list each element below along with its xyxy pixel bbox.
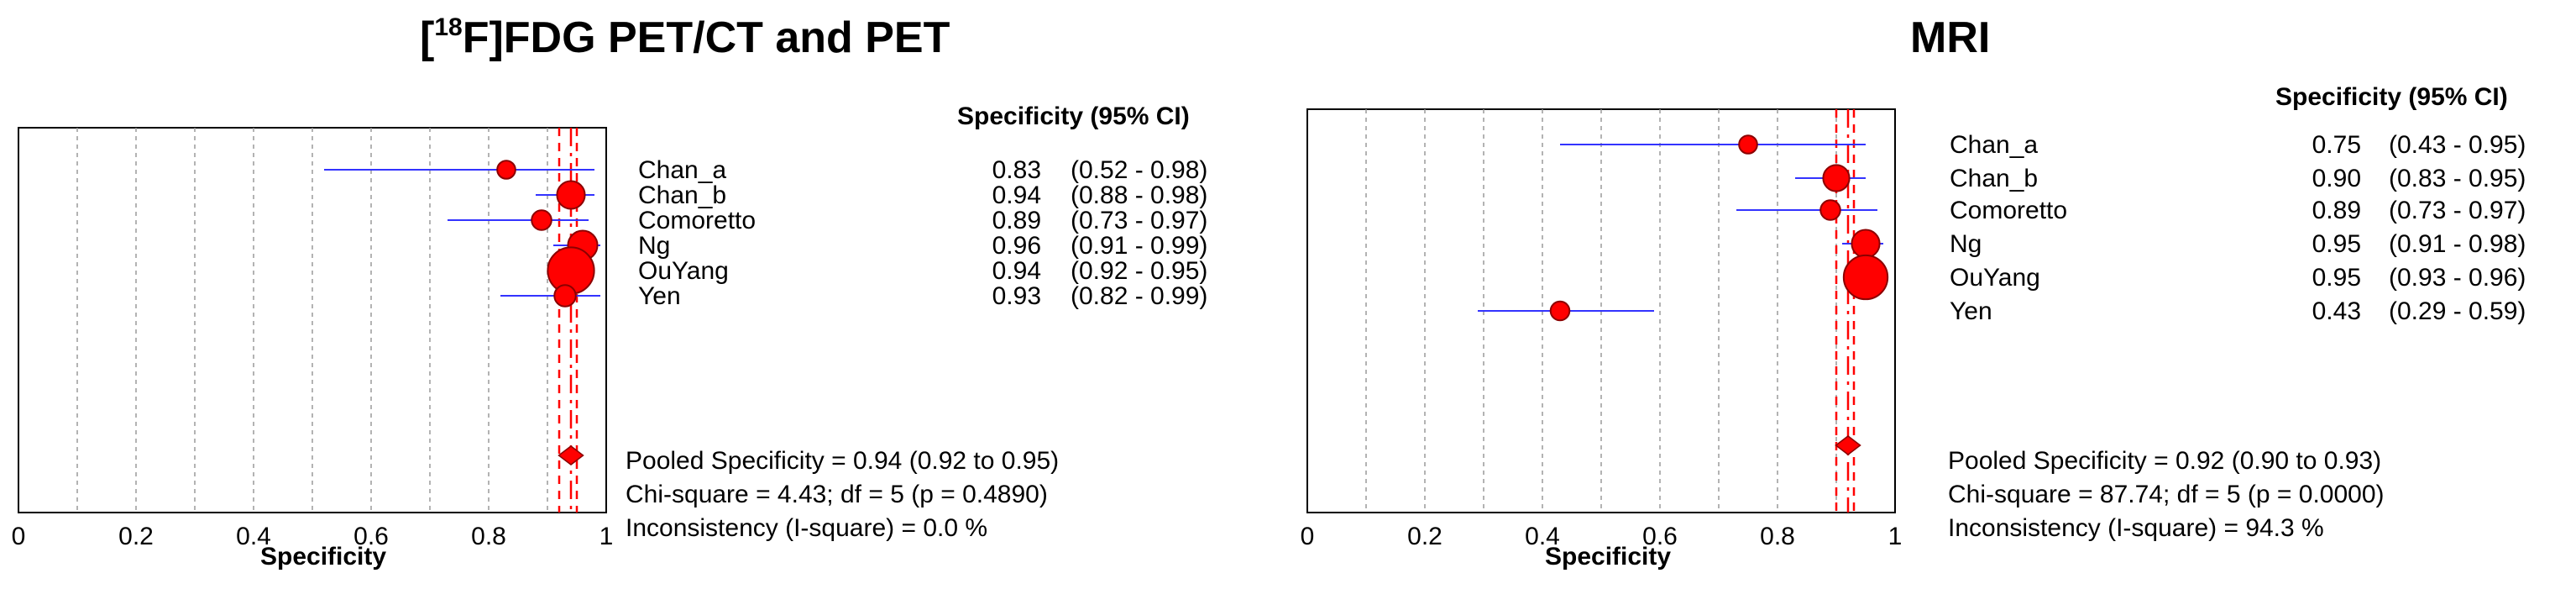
right-stat-chisq: Chi-square = 87.74; df = 5 (p = 0.0000) [1948,481,2385,508]
study-point [1738,134,1758,155]
study-name: Chan_b [1950,165,2038,192]
study-estimate: 0.94 [992,181,1041,209]
x-tick-label: 0.2 [1407,523,1442,550]
study-ci-text: (0.91 - 0.98) [2389,230,2526,258]
left-plot-frame [18,127,607,513]
study-name: Yen [638,282,681,310]
left-table-rows: Chan_a 0.83 (0.52 - 0.98) Chan_b 0.94 (0.88 -… [638,156,1207,310]
right-title: MRI [1910,13,1990,62]
study-ci-text: (0.88 - 0.98) [1071,181,1207,209]
study-point [496,160,516,180]
study-estimate: 0.94 [992,257,1041,285]
study-name: OuYang [638,257,729,285]
x-tick-label: 0 [1301,523,1315,550]
right-stat-isq: Inconsistency (I-square) = 94.3 % [1948,514,2324,542]
study-name: Comoretto [1950,197,2067,224]
right-studies [1478,134,1889,455]
x-tick-label: 0.6 [1642,523,1678,550]
x-tick-label: 0.6 [353,523,389,550]
study-ci-text: (0.29 - 0.59) [2389,297,2526,325]
x-tick-label: 1 [599,523,614,550]
study-estimate: 0.90 [2312,165,2361,192]
right-x-axis-label: Specificity [1545,543,1671,571]
study-estimate: 0.75 [2312,131,2361,159]
left-stat-pooled: Pooled Specificity = 0.94 (0.92 to 0.95) [626,447,1059,475]
left-forest-panel: [18F]FDG PET/CT and PET Specificity (95%… [12,13,1208,571]
x-tick-label: 0.4 [1525,523,1560,550]
study-name: Yen [1950,297,1992,325]
study-ci-text: (0.52 - 0.98) [1071,156,1207,184]
x-tick-label: 0.2 [118,523,154,550]
study-ci-text: (0.43 - 0.95) [2389,131,2526,159]
study-estimate: 0.93 [992,282,1041,310]
study-name: Ng [638,232,670,260]
right-table-rows: Chan_a 0.75 (0.43 - 0.95) Chan_b 0.90 (0.83 -… [1950,131,2526,325]
left-column-header: Specificity (95% CI) [957,103,1190,130]
study-ci-text: (0.93 - 0.96) [2389,264,2526,292]
study-ci-text: (0.82 - 0.99) [1071,282,1207,310]
right-x-ticks: 0 0.2 0.4 0.6 0.8 1 [1301,523,1903,550]
right-stat-pooled: Pooled Specificity = 0.92 (0.90 to 0.93) [1948,447,2381,475]
study-estimate: 0.89 [2312,197,2361,224]
study-ci-text: (0.73 - 0.97) [2389,197,2526,224]
x-tick-label: 0.4 [236,523,271,550]
study-estimate: 0.95 [2312,230,2361,258]
left-grid [76,128,548,513]
left-title: [18F]FDG PET/CT and PET [420,13,950,62]
left-studies [324,160,600,465]
left-stat-isq: Inconsistency (I-square) = 0.0 % [626,514,987,542]
x-tick-label: 0.8 [1760,523,1795,550]
study-name: Chan_a [1950,131,2038,159]
study-name: Ng [1950,230,1982,258]
left-x-ticks: 0 0.2 0.4 0.6 0.8 1 [12,523,614,550]
study-estimate: 0.83 [992,156,1041,184]
left-x-axis-label: Specificity [260,543,386,571]
study-point [1822,164,1851,192]
left-stat-chisq: Chi-square = 4.43; df = 5 (p = 0.4890) [626,481,1048,508]
study-point [556,180,586,210]
study-point [553,284,577,308]
study-ci-text: (0.73 - 0.97) [1071,207,1207,234]
study-estimate: 0.95 [2312,264,2361,292]
x-tick-label: 0.8 [471,523,506,550]
right-forest-panel: MRI Specificity (95% CI) 0 0.2 0.4 0.6 0.8 1 … [1301,13,2526,571]
study-point [1842,254,1889,301]
study-point [1851,229,1881,259]
study-name: Chan_a [638,156,726,184]
pooled-diamond [1835,435,1861,455]
study-estimate: 0.96 [992,232,1041,260]
pooled-diamond [558,445,584,465]
study-ci-text: (0.83 - 0.95) [2389,165,2526,192]
study-point [531,209,552,231]
x-tick-label: 1 [1888,523,1903,550]
x-tick-label: 0 [12,523,26,550]
study-name: Comoretto [638,207,756,234]
study-name: OuYang [1950,264,2040,292]
study-estimate: 0.43 [2312,297,2361,325]
study-ci-text: (0.92 - 0.95) [1071,257,1207,285]
study-point [1549,300,1571,322]
study-estimate: 0.89 [992,207,1041,234]
right-column-header: Specificity (95% CI) [2275,83,2508,111]
study-ci-text: (0.91 - 0.99) [1071,232,1207,260]
study-point [1819,199,1841,221]
study-name: Chan_b [638,181,726,209]
